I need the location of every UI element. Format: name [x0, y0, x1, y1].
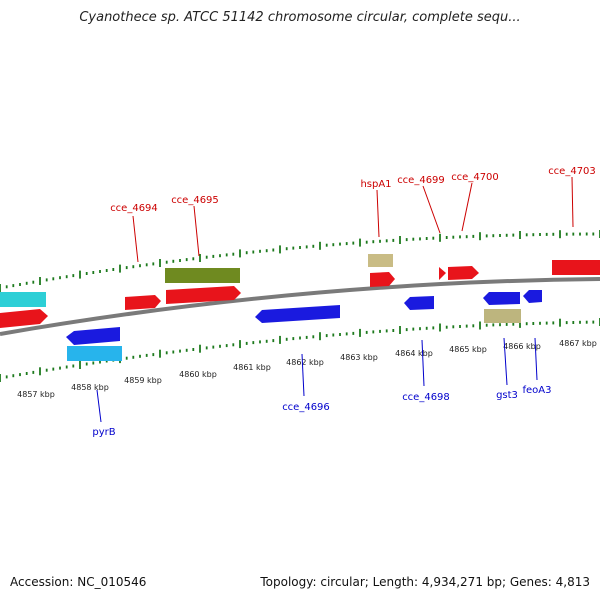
label-cce_4698[interactable]: cce_4698 — [402, 392, 450, 403]
feature-gst3-cds[interactable] — [483, 292, 520, 305]
reverse-tick-track — [0, 318, 600, 382]
label-cce_4695[interactable]: cce_4695 — [171, 195, 219, 206]
kbp-label: 4859 kbp — [124, 376, 162, 385]
feature-cce_4703[interactable] — [552, 260, 600, 275]
accession-text: Accession: NC_010546 — [10, 575, 147, 589]
kbp-label: 4865 kbp — [449, 345, 487, 354]
kbp-label: 4860 kbp — [179, 370, 217, 379]
kbp-label: 4866 kbp — [503, 342, 541, 351]
feature-cce_4695[interactable] — [166, 286, 241, 304]
label-cce_4699[interactable]: cce_4699 — [397, 175, 445, 186]
kbp-label: 4863 kbp — [340, 353, 378, 362]
feature-feoA3[interactable] — [523, 290, 542, 303]
label-cce_4694[interactable]: cce_4694 — [110, 203, 158, 214]
kbp-scale: 4857 kbp 4858 kbp 4859 kbp 4860 kbp 4861 kbp… — [17, 339, 597, 399]
label-cce_4696[interactable]: cce_4696 — [282, 402, 330, 413]
feature-pyrB-rna[interactable] — [67, 346, 122, 361]
map-title: Cyanothece sp. ATCC 51142 chromosome cir… — [79, 10, 521, 25]
feature-hspA1-misc[interactable] — [368, 254, 393, 267]
kbp-label: 4864 kbp — [395, 349, 433, 358]
chromosome-backbone — [0, 277, 600, 336]
feature-cce_4699[interactable] — [439, 267, 446, 280]
feature-cce_4695-green[interactable] — [165, 268, 240, 283]
feature-pyrB-cds[interactable] — [66, 327, 120, 345]
feature-red-left[interactable] — [0, 309, 48, 328]
kbp-label: 4858 kbp — [71, 383, 109, 392]
kbp-label: 4862 kbp — [286, 358, 324, 367]
feature-gst3-misc[interactable] — [484, 309, 521, 323]
topology-text: Topology: circular; Length: 4,934,271 bp… — [260, 575, 590, 589]
feature-cce_4696[interactable] — [255, 305, 340, 323]
reverse-features — [66, 290, 542, 361]
feature-hspA1[interactable] — [370, 272, 395, 287]
feature-cce_4694[interactable] — [125, 295, 161, 310]
label-cce_4700[interactable]: cce_4700 — [451, 172, 499, 183]
label-cce_4703[interactable]: cce_4703 — [548, 166, 596, 177]
feature-cce_4700[interactable] — [448, 266, 479, 280]
feature-cce_4698[interactable] — [404, 296, 434, 310]
forward-tick-track — [0, 230, 600, 292]
label-hspA1[interactable]: hspA1 — [360, 179, 391, 190]
gene-labels: cce_4694 cce_4695 hspA1 cce_4699 cce_470… — [92, 166, 595, 438]
label-gst3[interactable]: gst3 — [496, 390, 518, 401]
label-pyrB[interactable]: pyrB — [92, 427, 115, 438]
feature-cyan-left[interactable] — [0, 292, 46, 307]
label-feoA3[interactable]: feoA3 — [523, 385, 552, 396]
kbp-label: 4857 kbp — [17, 390, 55, 399]
kbp-label: 4867 kbp — [559, 339, 597, 348]
forward-features — [0, 254, 600, 328]
kbp-label: 4861 kbp — [233, 363, 271, 372]
